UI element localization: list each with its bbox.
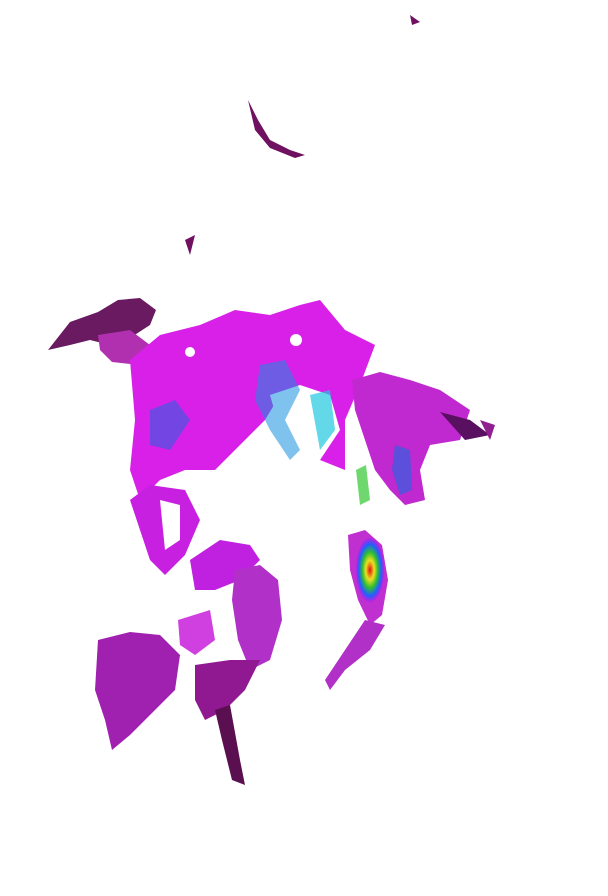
ice-region <box>150 400 190 450</box>
open-water <box>185 347 195 357</box>
ice-region <box>232 565 282 670</box>
ice-region <box>310 390 335 450</box>
ice-region <box>440 412 490 440</box>
ice-region <box>356 465 370 505</box>
ice-region <box>185 235 195 255</box>
ice-region <box>325 620 385 690</box>
ice-region <box>215 705 245 785</box>
ice-region <box>178 610 215 655</box>
ice-region <box>352 372 470 505</box>
ice-region <box>480 420 495 440</box>
ice-region <box>392 445 412 495</box>
ice-region <box>248 100 305 158</box>
open-water <box>160 500 180 550</box>
ice-region <box>356 538 384 602</box>
ice-region <box>410 15 420 25</box>
open-water <box>290 334 302 346</box>
ice-region <box>255 360 300 460</box>
ice-region <box>95 632 180 750</box>
ice-region <box>195 660 260 720</box>
